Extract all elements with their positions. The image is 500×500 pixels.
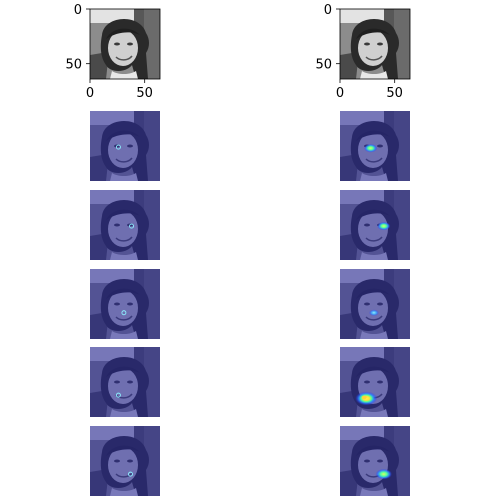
heatmap-panel xyxy=(90,347,160,417)
heatmap-overlay xyxy=(90,347,160,417)
heatmap-panel xyxy=(90,111,160,181)
y-tick-label: 50 xyxy=(65,58,82,73)
heatmap-panel xyxy=(90,269,160,339)
attention-peak xyxy=(377,221,391,231)
y-tick-label: 50 xyxy=(315,58,332,73)
x-tick-label: 0 xyxy=(86,86,94,101)
attention-peak xyxy=(375,468,392,480)
heatmap-overlay xyxy=(340,190,410,260)
attention-peak xyxy=(115,144,121,150)
attention-peak xyxy=(355,391,378,406)
original-image-panel: 0 50 0 50 xyxy=(65,3,161,101)
face-photo xyxy=(90,9,160,79)
x-tick-label: 0 xyxy=(336,86,344,101)
axes-frame xyxy=(339,8,411,80)
x-tick-label: 50 xyxy=(386,86,403,101)
heatmap-panel xyxy=(340,347,410,417)
attention-peak xyxy=(129,223,135,229)
y-tick-label: 0 xyxy=(74,3,82,18)
heatmap-overlay xyxy=(340,347,410,417)
heatmap-panel xyxy=(340,111,410,181)
face-photo xyxy=(340,9,410,79)
attention-peak xyxy=(121,310,127,316)
attention-peak xyxy=(364,143,378,153)
heatmap-panel xyxy=(90,426,160,496)
attention-heatmap-rows xyxy=(90,111,410,496)
heatmap-panel xyxy=(90,190,160,260)
heatmap-overlay xyxy=(90,426,160,496)
x-tick-label: 50 xyxy=(136,86,153,101)
heatmap-overlay xyxy=(90,190,160,260)
attention-peak xyxy=(115,392,121,398)
heatmap-overlay xyxy=(340,269,410,339)
original-image xyxy=(340,9,410,79)
heatmap-overlay xyxy=(90,111,160,181)
original-image-row: 0 50 0 50 0 50 0 50 xyxy=(65,3,411,101)
axes-frame xyxy=(89,8,161,80)
heatmap-overlay xyxy=(90,269,160,339)
original-image xyxy=(90,9,160,79)
attention-peak xyxy=(128,471,133,477)
original-image-panel: 0 50 0 50 xyxy=(315,3,411,101)
attention-peak-core xyxy=(361,395,367,400)
heatmap-overlay xyxy=(340,426,410,496)
heatmap-panel xyxy=(340,426,410,496)
heatmap-panel xyxy=(340,190,410,260)
attention-peak xyxy=(368,309,379,316)
y-tick-label: 0 xyxy=(324,3,332,18)
heatmap-panel xyxy=(340,269,410,339)
